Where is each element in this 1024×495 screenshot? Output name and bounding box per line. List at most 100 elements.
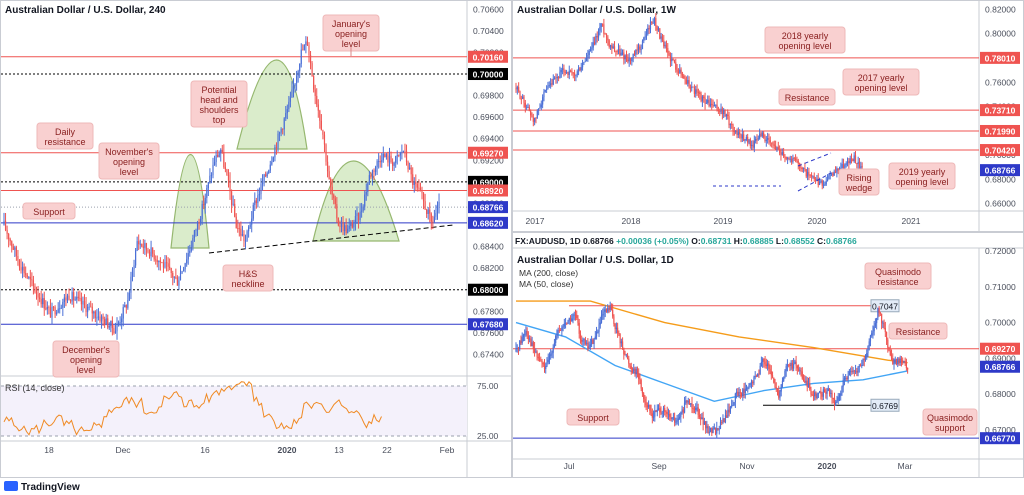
candle-body bbox=[724, 415, 727, 423]
chart-1d-svg[interactable]: FX:AUDUSD, 1D 0.68766 +0.00036 (+0.05%) … bbox=[513, 233, 1024, 478]
candle-body bbox=[737, 132, 739, 136]
chart-panel-240[interactable]: 0.706000.704000.702000.700000.698000.696… bbox=[0, 0, 512, 478]
rsi-band bbox=[1, 386, 467, 436]
candle-body bbox=[373, 170, 375, 173]
tradingview-logo[interactable]: TradingView bbox=[4, 481, 80, 493]
candle-body bbox=[755, 138, 757, 141]
candle-body bbox=[665, 44, 668, 49]
candle-body bbox=[676, 69, 678, 72]
candle-body bbox=[605, 309, 608, 312]
candle-body bbox=[624, 55, 626, 60]
candle-body bbox=[745, 137, 747, 141]
candle-body bbox=[532, 342, 534, 349]
candle-body bbox=[588, 346, 590, 349]
candle-body bbox=[745, 388, 748, 390]
candle-body bbox=[849, 158, 851, 164]
candle-body bbox=[280, 128, 282, 133]
candle-body bbox=[409, 167, 411, 170]
candle-body bbox=[664, 408, 666, 412]
candle-body bbox=[292, 86, 295, 90]
chart-panel-1d[interactable]: FX:AUDUSD, 1D 0.68766 +0.00036 (+0.05%) … bbox=[512, 232, 1024, 478]
candle-body bbox=[564, 71, 566, 73]
candle-body bbox=[711, 427, 713, 434]
candle-body bbox=[249, 224, 251, 228]
candle-body bbox=[361, 210, 363, 212]
ma50-label: MA (50, close) bbox=[519, 279, 573, 289]
candle-body bbox=[587, 54, 589, 58]
candle-body bbox=[727, 114, 729, 117]
note-nov-line: opening bbox=[113, 157, 145, 167]
candle-body bbox=[806, 171, 809, 177]
level-tag: 0.78010 bbox=[985, 53, 1016, 63]
candle-body bbox=[833, 171, 835, 176]
level-tag: 0.68766 bbox=[985, 362, 1016, 372]
note-qm-res-box bbox=[864, 262, 932, 290]
candle-body bbox=[330, 179, 332, 187]
candle-body bbox=[819, 391, 821, 393]
candle-body bbox=[359, 211, 361, 221]
candle-body bbox=[74, 299, 76, 301]
candle-body bbox=[438, 201, 440, 206]
note-nov-line: November's bbox=[105, 147, 153, 157]
candle-body bbox=[581, 339, 583, 342]
candle-body bbox=[898, 358, 900, 364]
candle-body bbox=[764, 361, 766, 365]
level-tag: 0.73710 bbox=[985, 106, 1016, 116]
wedge-upper bbox=[797, 152, 832, 167]
y-tick-label: 0.69000 bbox=[985, 353, 1016, 363]
candle-body bbox=[556, 333, 558, 337]
candle-body bbox=[697, 407, 699, 415]
candle-body bbox=[787, 158, 789, 159]
candle-body bbox=[580, 67, 582, 71]
candle-body bbox=[311, 63, 313, 77]
candle-body bbox=[809, 174, 811, 176]
candle-body bbox=[563, 68, 565, 72]
candle-body bbox=[379, 161, 381, 163]
candle-body bbox=[768, 138, 770, 141]
candle-body bbox=[172, 272, 174, 278]
candle-body bbox=[598, 324, 600, 332]
candle-body bbox=[305, 41, 307, 46]
candle-body bbox=[685, 79, 688, 84]
candle-body bbox=[396, 155, 398, 157]
candle-body bbox=[810, 389, 812, 395]
candle-body bbox=[575, 75, 577, 76]
candle-body bbox=[124, 305, 126, 308]
candle-body bbox=[772, 142, 774, 145]
y-tick-label: 0.70000 bbox=[985, 318, 1016, 328]
chart-1w-svg[interactable]: 0.820000.800000.780000.760000.740000.720… bbox=[513, 1, 1024, 232]
candle-body bbox=[153, 253, 155, 260]
candle-body bbox=[692, 408, 694, 410]
candle-body bbox=[416, 184, 418, 188]
note-hs-top-line: shoulders bbox=[199, 105, 239, 115]
candle-body bbox=[816, 178, 818, 181]
candle-body bbox=[608, 40, 610, 47]
chart-240-svg[interactable]: 0.706000.704000.702000.700000.698000.696… bbox=[1, 1, 512, 478]
candle-body bbox=[117, 322, 120, 325]
candle-body bbox=[825, 392, 827, 394]
candle-body bbox=[306, 41, 309, 46]
candle-body bbox=[20, 267, 22, 271]
candle-body bbox=[687, 400, 689, 403]
chart-panel-1w[interactable]: 0.820000.800000.780000.760000.740000.720… bbox=[512, 0, 1024, 232]
candle-body bbox=[131, 269, 134, 277]
candle-body bbox=[3, 220, 5, 226]
level-tag-bg bbox=[980, 124, 1020, 137]
candle-body bbox=[628, 358, 630, 364]
candle-body bbox=[643, 393, 645, 399]
candle-body bbox=[763, 359, 765, 362]
candle-body bbox=[709, 103, 711, 106]
candle-body bbox=[65, 297, 67, 301]
candle-body bbox=[635, 49, 637, 55]
candle-body bbox=[705, 102, 707, 104]
ohlc-part: C: bbox=[817, 236, 826, 246]
candle-body bbox=[892, 358, 894, 364]
candle-body bbox=[272, 157, 274, 162]
candle-body bbox=[128, 292, 131, 301]
candle-body bbox=[381, 160, 383, 163]
candle-body bbox=[99, 316, 101, 322]
candle-body bbox=[835, 401, 837, 406]
candle-body bbox=[320, 120, 322, 131]
candle-body bbox=[661, 412, 663, 414]
candle-body bbox=[768, 363, 770, 369]
